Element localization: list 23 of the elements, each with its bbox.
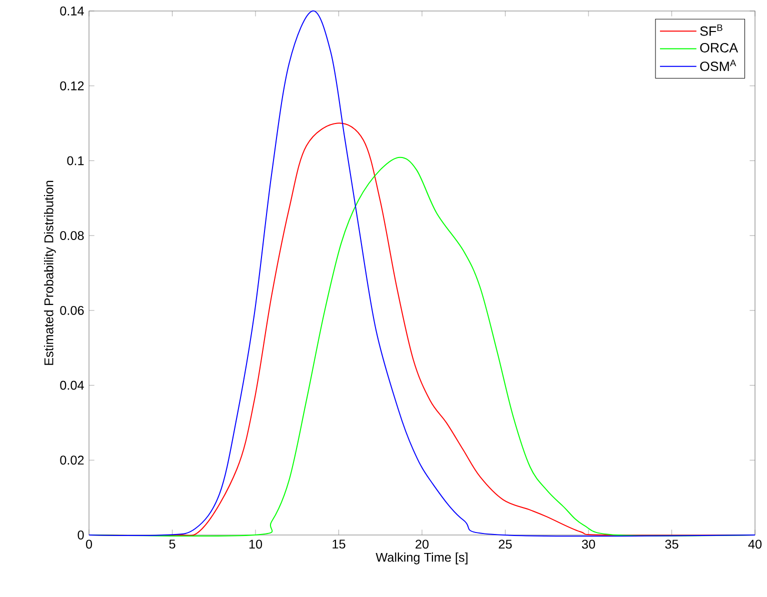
x-tick-label: 20 <box>416 540 429 549</box>
x-axis-title: Walking Time [s] <box>376 552 468 564</box>
x-tick-label: 40 <box>748 540 762 549</box>
line-series <box>88 10 756 537</box>
legend-label: OSM$^{A}$ <box>700 60 736 72</box>
x-tick-label: 30 <box>582 540 596 549</box>
x-tick-label: 5 <box>169 540 176 549</box>
y-tick-label: 0 <box>78 530 84 540</box>
y-tick-label: 0.02 <box>60 456 84 465</box>
y-axis-title: Estimated Probability Distribution <box>44 180 56 365</box>
x-tick-label: 10 <box>249 540 262 549</box>
x-tick-label: 25 <box>498 540 512 549</box>
legend-label: SF$^{B}$ <box>700 24 722 36</box>
y-tick-label: 0.12 <box>60 81 84 90</box>
legend-label: ORCA <box>700 43 738 52</box>
x-tick-label: 15 <box>332 540 346 549</box>
y-tick-label: 0.1 <box>67 156 84 166</box>
y-tick-label: 0.04 <box>60 380 84 390</box>
x-tick-label: 0 <box>86 540 92 549</box>
y-tick-label: 0.14 <box>60 6 84 16</box>
x-tick-label: 35 <box>665 540 678 549</box>
y-tick-label: 0.08 <box>60 231 84 240</box>
y-tick-label: 0.06 <box>60 306 84 315</box>
